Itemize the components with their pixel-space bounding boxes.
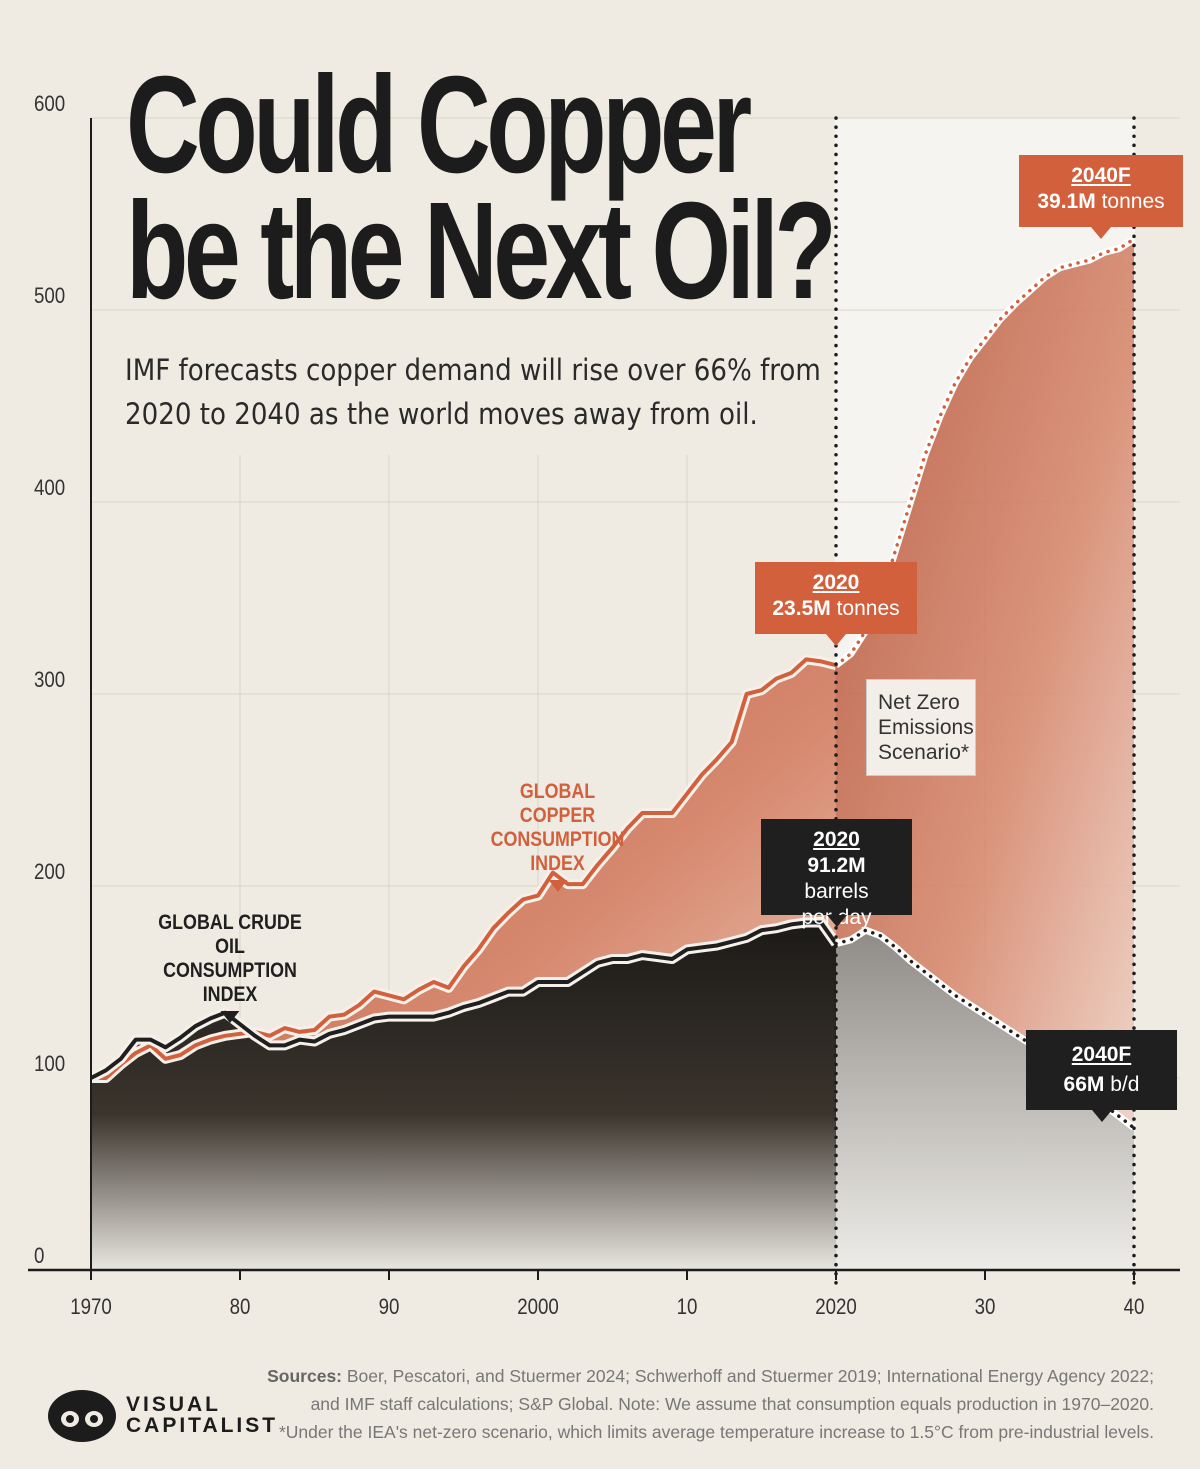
title-line-2: be the Next Oil? bbox=[126, 174, 837, 328]
subtitle: IMF forecasts copper demand will rise ov… bbox=[125, 348, 821, 436]
y-tick-label: 500 bbox=[34, 283, 66, 308]
visual-capitalist-logo: VISUAL CAPITALIST bbox=[46, 1386, 278, 1444]
callout-value: 91.2M bbox=[807, 854, 866, 877]
sources-note: and IMF staff calculations; S&P Global. … bbox=[310, 1394, 1154, 1414]
oil-2020-callout: 2020 91.2M barrels per day bbox=[761, 819, 912, 929]
x-tick-label: 1970 bbox=[70, 1294, 112, 1319]
oil-historical-line bbox=[90, 920, 838, 1080]
footer-sources: Sources: Boer, Pescatori, and Stuermer 2… bbox=[267, 1362, 1154, 1446]
copper-2040-callout: 2040F 39.1M tonnes bbox=[1019, 155, 1183, 239]
oil-label-line: INDEX bbox=[202, 983, 258, 1006]
oil-series-label: GLOBAL CRUDE OIL CONSUMPTION INDEX bbox=[145, 911, 315, 1023]
callout-unit: tonnes bbox=[830, 597, 900, 620]
y-tick-label: 600 bbox=[34, 91, 66, 116]
y-tick-label: 100 bbox=[34, 1051, 66, 1076]
x-tick-label: 10 bbox=[676, 1294, 698, 1319]
logo-text-line: CAPITALIST bbox=[126, 1414, 279, 1437]
sources-label: Sources: bbox=[267, 1366, 343, 1386]
subtitle-line-1: IMF forecasts copper demand will rise ov… bbox=[125, 353, 821, 387]
sources-text: Boer, Pescatori, and Stuermer 2024; Schw… bbox=[342, 1366, 1154, 1386]
callout-year: 2020 bbox=[813, 828, 860, 851]
callout-unit: tonnes bbox=[1095, 190, 1165, 213]
callout-value: 39.1M bbox=[1037, 190, 1096, 213]
callout-unit: barrels bbox=[804, 880, 869, 903]
y-tick-label: 300 bbox=[34, 667, 66, 692]
x-tick-label: 2020 bbox=[815, 1294, 857, 1319]
page-title: Could Copper be the Next Oil? bbox=[126, 48, 837, 328]
x-tick-label: 80 bbox=[229, 1294, 251, 1319]
callout-value: 23.5M bbox=[772, 597, 831, 620]
net-zero-scenario-label: Net Zero Emissions Scenario* bbox=[866, 679, 976, 776]
copper-label-line: GLOBAL COPPER bbox=[519, 780, 596, 827]
x-tick-label: 40 bbox=[1123, 1294, 1145, 1319]
x-tick-label: 30 bbox=[974, 1294, 996, 1319]
callout-unit: per day bbox=[801, 906, 872, 929]
copper-label-arrow-icon bbox=[548, 880, 567, 892]
copper-label-line: INDEX bbox=[530, 852, 585, 875]
callout-year: 2020 bbox=[812, 571, 860, 594]
y-tick-label: 200 bbox=[34, 859, 66, 884]
oil-historical-area bbox=[91, 922, 836, 1270]
scenario-line: Scenario* bbox=[878, 741, 970, 764]
oil-label-line: GLOBAL CRUDE OIL bbox=[158, 911, 302, 958]
y-tick-label: 0 bbox=[34, 1243, 45, 1268]
copper-historical-line bbox=[91, 657, 837, 1080]
callout-value: 66M bbox=[1063, 1073, 1105, 1096]
copper-label-line: CONSUMPTION bbox=[490, 828, 625, 851]
logo-icon bbox=[48, 1390, 116, 1442]
oil-forecast-line bbox=[834, 928, 1136, 1130]
y-tick-label: 400 bbox=[34, 475, 66, 500]
callout-year: 2040F bbox=[1071, 1043, 1132, 1066]
oil-forecast-area bbox=[836, 930, 1134, 1270]
subtitle-line-2: 2020 to 2040 as the world moves away fro… bbox=[125, 397, 758, 431]
callout-unit: b/d bbox=[1104, 1073, 1140, 1096]
oil-label-arrow-icon bbox=[220, 1011, 240, 1023]
callout-year: 2040F bbox=[1071, 164, 1131, 187]
oil-label-line: CONSUMPTION bbox=[163, 959, 297, 982]
oil-2040-callout: 2040F 66M b/d bbox=[1026, 1030, 1177, 1122]
x-tick-label: 2000 bbox=[517, 1294, 559, 1319]
footnote: *Under the IEA's net-zero scenario, whic… bbox=[278, 1422, 1154, 1442]
copper-series-label: GLOBAL COPPER CONSUMPTION INDEX bbox=[483, 780, 632, 892]
scenario-line: Emissions bbox=[878, 716, 974, 739]
x-tick-label: 90 bbox=[378, 1294, 400, 1319]
copper-2020-callout: 2020 23.5M tonnes bbox=[755, 562, 917, 646]
title-line-1: Could Copper bbox=[126, 48, 752, 202]
scenario-line: Net Zero bbox=[878, 691, 960, 714]
logo-text-line: VISUAL bbox=[126, 1393, 222, 1416]
